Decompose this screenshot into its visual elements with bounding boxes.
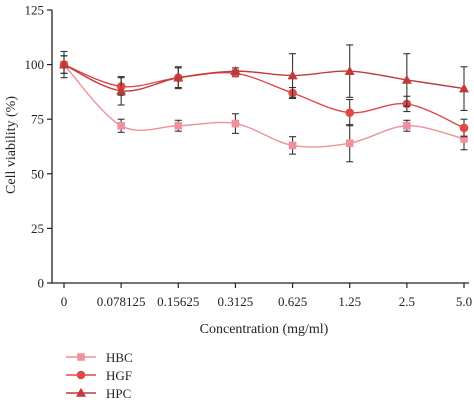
x-axis-label: Concentration (mg/ml)	[200, 322, 329, 337]
data-point	[173, 72, 184, 82]
data-point	[344, 65, 355, 75]
legend-entry-hgf: HGF	[66, 368, 132, 383]
x-tick-label: 0.625	[278, 294, 307, 309]
x-tick-label: 0.3125	[218, 294, 254, 309]
data-point	[230, 65, 241, 75]
data-point	[231, 119, 240, 128]
series-layer	[59, 44, 469, 163]
y-tick-label: 125	[25, 3, 45, 18]
axis-lines	[51, 10, 469, 284]
legend: HBC HGF HPC	[66, 350, 133, 401]
legend-label: HBC	[106, 350, 133, 365]
y-tick-label: 50	[31, 166, 44, 181]
series-hpc	[59, 44, 469, 112]
data-point	[345, 108, 355, 117]
legend-label: HPC	[106, 386, 131, 401]
x-tick-label: 0	[61, 294, 68, 309]
y-axis-label: Cell viability (%)	[4, 96, 19, 194]
data-point	[116, 85, 127, 95]
y-tick-label: 100	[25, 57, 45, 72]
data-point	[288, 141, 297, 150]
x-tick-label: 5.0	[456, 294, 472, 309]
legend-marker	[76, 370, 86, 380]
axes: 0 25 50 75 100 125 0 0.078125 0.15625 0.3125 0.625…	[25, 3, 473, 310]
y-tick-label: 25	[31, 221, 44, 236]
data-point	[459, 83, 469, 93]
data-point	[117, 121, 125, 130]
data-point	[401, 74, 412, 84]
x-tick-label: 1.25	[338, 294, 361, 309]
legend-marker	[77, 353, 85, 361]
data-point	[174, 121, 183, 130]
y-tick-label: 75	[31, 112, 44, 127]
data-point	[287, 70, 298, 80]
legend-marker	[76, 387, 86, 397]
x-tick-label: 0.15625	[157, 294, 199, 309]
x-tick-label: 2.5	[399, 294, 415, 309]
x-tick-label: 0.078125	[97, 294, 146, 309]
data-point	[59, 59, 69, 69]
data-point	[403, 121, 411, 130]
legend-label: HGF	[106, 368, 132, 383]
data-point	[345, 139, 354, 148]
y-tick-label: 0	[38, 276, 45, 291]
legend-entry-hpc: HPC	[66, 386, 131, 401]
data-point	[459, 123, 469, 133]
legend-entry-hbc: HBC	[66, 350, 133, 365]
series-line	[63, 63, 465, 129]
data-point	[460, 135, 468, 143]
